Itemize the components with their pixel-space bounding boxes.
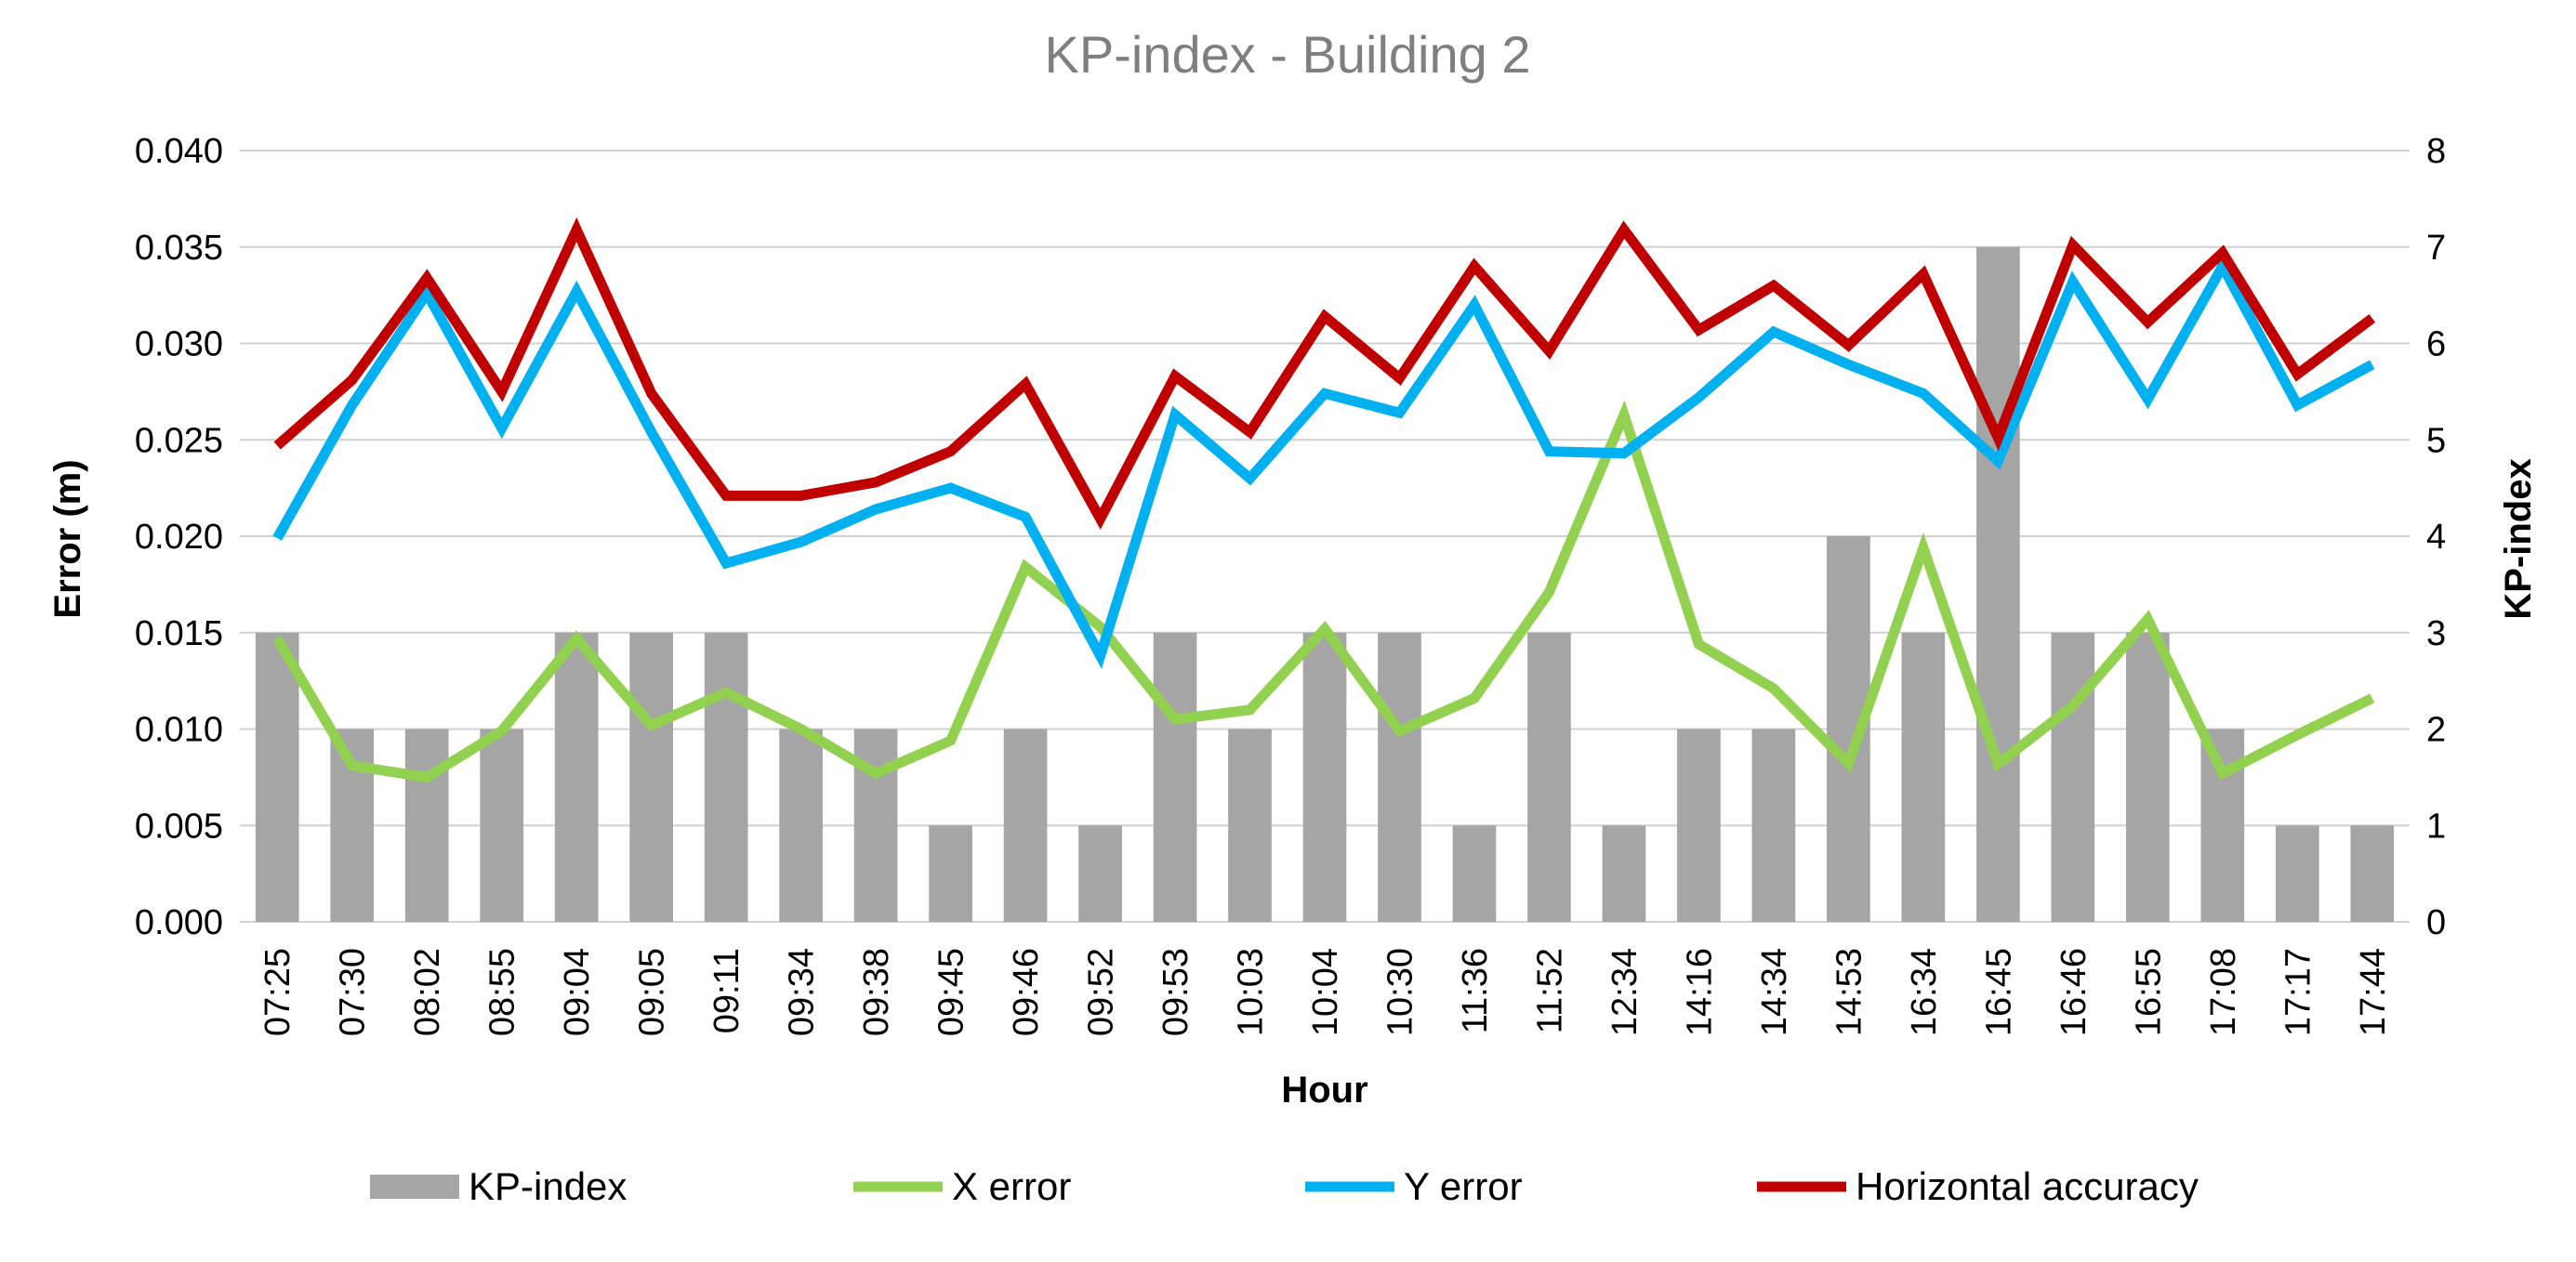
kp-index-legend-label: KP-index bbox=[469, 1164, 627, 1208]
kp-index-bar bbox=[704, 632, 748, 922]
x-error-line bbox=[272, 400, 2375, 783]
x-tick-label: 11:52 bbox=[1530, 948, 1569, 1033]
x-tick-label: 16:45 bbox=[1979, 948, 2018, 1036]
kp-index-bar bbox=[2275, 825, 2319, 922]
y-tick-label: 0.035 bbox=[135, 229, 223, 268]
kp-index-bar bbox=[1602, 825, 1646, 922]
kp-index-bar bbox=[1452, 825, 1497, 922]
x-tick-label: 07:30 bbox=[334, 948, 373, 1036]
x-tick-label: 17:17 bbox=[2279, 948, 2318, 1036]
y-error-line bbox=[272, 256, 2375, 669]
x-tick-label: 09:04 bbox=[558, 948, 597, 1036]
kp-index-bar bbox=[1527, 632, 1571, 922]
x-tick-label: 17:44 bbox=[2354, 948, 2393, 1036]
kp-index-legend-swatch bbox=[370, 1175, 459, 1199]
y-axis-right: 0 1 2 3 4 5 6 7 8 bbox=[2426, 132, 2446, 942]
kp-index-bar bbox=[853, 729, 898, 922]
x-error-legend-label: X error bbox=[952, 1164, 1071, 1208]
x-tick-label: 09:05 bbox=[633, 948, 672, 1036]
kp-index-bar bbox=[480, 729, 524, 922]
x-tick-label: 16:34 bbox=[1905, 948, 1944, 1036]
y2-tick-label: 8 bbox=[2426, 132, 2446, 171]
kp-index-bar bbox=[1378, 632, 1421, 922]
x-tick-label: 14:53 bbox=[1830, 948, 1869, 1036]
kp-index-bar bbox=[2350, 825, 2395, 922]
x-tick-label: 07:25 bbox=[258, 948, 297, 1036]
x-tick-label: 09:46 bbox=[1007, 948, 1046, 1036]
x-tick-label: 09:38 bbox=[857, 948, 896, 1036]
kp-index-bar bbox=[1003, 729, 1048, 922]
y-tick-label: 0.010 bbox=[135, 711, 223, 750]
kp-index-bar bbox=[2200, 729, 2245, 922]
y-tick-label: 0.015 bbox=[135, 614, 223, 653]
kp-index-bar bbox=[1677, 729, 1721, 922]
x-axis-title: Hour bbox=[1281, 1070, 1367, 1111]
kp-index-bars bbox=[255, 246, 2395, 922]
y-tick-label: 0.030 bbox=[135, 325, 223, 364]
x-axis: 07:25 07:30 08:02 08:55 09:04 09:05 09:11 09:34… bbox=[258, 948, 2393, 1036]
y2-tick-label: 1 bbox=[2426, 807, 2446, 846]
y2-tick-label: 5 bbox=[2426, 421, 2446, 460]
x-tick-label: 09:45 bbox=[932, 948, 971, 1036]
kp-index-bar bbox=[629, 632, 673, 922]
x-tick-label: 08:02 bbox=[408, 948, 447, 1036]
y2-tick-label: 0 bbox=[2426, 903, 2446, 942]
y-tick-label: 0.040 bbox=[135, 132, 223, 171]
kp-index-bar bbox=[1228, 729, 1272, 922]
x-tick-label: 09:53 bbox=[1156, 948, 1196, 1036]
kp-index-bar bbox=[2051, 632, 2095, 922]
kp-index-bar bbox=[1976, 246, 2020, 922]
chart-title: KP-index - Building 2 bbox=[1045, 25, 1531, 84]
x-tick-label: 09:34 bbox=[783, 948, 822, 1036]
y2-tick-label: 7 bbox=[2426, 229, 2446, 268]
kp-index-bar bbox=[779, 729, 823, 922]
kp-index-bar bbox=[1078, 825, 1122, 922]
y-error-legend-label: Y error bbox=[1404, 1164, 1523, 1208]
x-tick-label: 10:30 bbox=[1380, 948, 1420, 1036]
kp-index-bar bbox=[554, 632, 599, 922]
horizontal-accuracy-line bbox=[273, 217, 2376, 530]
horizontal-accuracy-legend-label: Horizontal accuracy bbox=[1856, 1164, 2199, 1208]
legend: KP-index X error Y error Horizontal accurac… bbox=[370, 1164, 2199, 1208]
kp-index-bar bbox=[255, 632, 299, 922]
kp-index-bar bbox=[1751, 729, 1796, 922]
y-tick-label: 0.020 bbox=[135, 518, 223, 557]
kp-index-bar bbox=[2125, 632, 2170, 922]
y-axis-left: 0.000 0.005 0.010 0.015 0.020 0.025 0.030 0.035… bbox=[135, 132, 223, 942]
kp-index-bar bbox=[404, 729, 449, 922]
y-tick-label: 0.000 bbox=[135, 903, 223, 942]
x-tick-label: 14:34 bbox=[1755, 948, 1794, 1036]
y2-tick-label: 2 bbox=[2426, 711, 2446, 750]
kp-index-bar bbox=[1153, 632, 1197, 922]
kp-index-bar bbox=[929, 825, 972, 922]
x-tick-label: 14:16 bbox=[1680, 948, 1719, 1036]
x-tick-label: 09:11 bbox=[707, 948, 746, 1033]
x-tick-label: 11:36 bbox=[1456, 948, 1495, 1033]
kp-index-bar bbox=[1901, 632, 1946, 922]
y2-tick-label: 3 bbox=[2426, 614, 2446, 653]
x-tick-label: 16:55 bbox=[2129, 948, 2168, 1036]
series-lines bbox=[272, 217, 2376, 783]
y-tick-label: 0.005 bbox=[135, 807, 223, 846]
x-tick-label: 08:55 bbox=[483, 948, 522, 1036]
x-tick-label: 16:46 bbox=[2054, 948, 2094, 1036]
y-axis-title: Error (m) bbox=[47, 459, 88, 618]
y2-axis-title: KP-index bbox=[2498, 458, 2539, 619]
kp-index-bar bbox=[1302, 632, 1347, 922]
x-tick-label: 12:34 bbox=[1605, 948, 1645, 1036]
x-tick-label: 17:08 bbox=[2204, 948, 2243, 1036]
y2-tick-label: 4 bbox=[2426, 518, 2446, 557]
x-tick-label: 09:52 bbox=[1082, 948, 1121, 1036]
y2-tick-label: 6 bbox=[2426, 325, 2446, 364]
x-tick-label: 10:03 bbox=[1232, 948, 1271, 1036]
x-tick-label: 10:04 bbox=[1306, 948, 1345, 1036]
y-tick-label: 0.025 bbox=[135, 421, 223, 460]
